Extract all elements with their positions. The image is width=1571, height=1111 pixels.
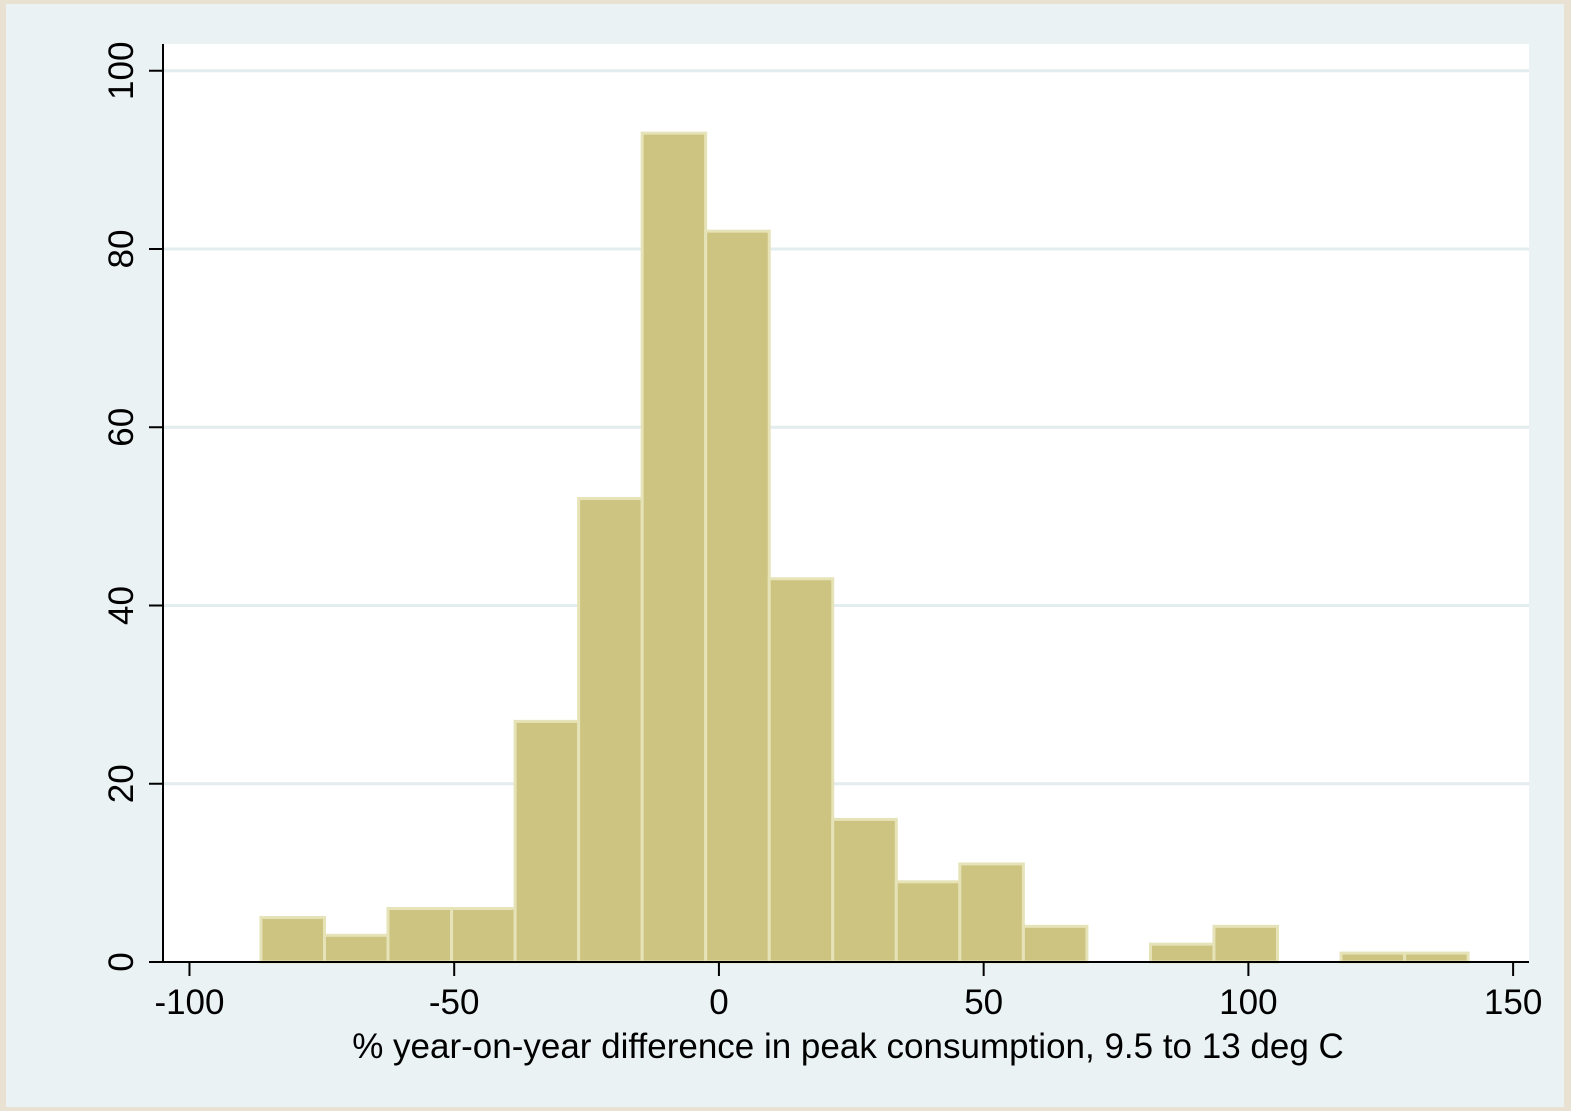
x-tick-label: 150 [1484, 983, 1542, 1022]
x-tick-label: -50 [429, 983, 480, 1022]
histogram-bar [577, 497, 644, 964]
x-axis-title: % year-on-year difference in peak consum… [352, 1027, 1344, 1066]
histogram-bar [1212, 924, 1280, 964]
histogram-bar [1148, 942, 1216, 964]
histogram-bar [450, 907, 517, 964]
histogram-bar [1339, 951, 1407, 964]
histogram-bar [322, 933, 390, 964]
histogram-bar [640, 131, 708, 964]
y-tick-label: 40 [102, 586, 141, 625]
histogram-chart: -100 -50 0 50 100 150 0 20 40 60 80 100 % year-on-… [102, 42, 1542, 1066]
y-tick-label: 100 [102, 42, 141, 100]
histogram-bar [958, 862, 1025, 964]
x-ticks: -100 -50 0 50 100 150 [154, 962, 1542, 1022]
x-tick-label: -100 [154, 983, 224, 1022]
y-tick-label: 0 [102, 952, 141, 971]
gridlines [163, 69, 1529, 786]
y-tick-label: 60 [102, 408, 141, 447]
histogram-bar [513, 719, 581, 964]
histogram-bar [831, 817, 898, 964]
x-tick-label: 100 [1219, 983, 1277, 1022]
histogram-bar [767, 577, 835, 964]
histogram-bar [1021, 924, 1089, 964]
x-tick-label: 50 [964, 983, 1003, 1022]
histogram-bar [894, 880, 962, 964]
histogram-bar [1403, 951, 1470, 964]
histogram-bar [259, 915, 326, 964]
y-tick-label: 20 [102, 764, 141, 803]
plot-area [163, 44, 1529, 962]
x-tick-label: 0 [709, 983, 728, 1022]
histogram-bar [704, 229, 771, 964]
y-tick-label: 80 [102, 230, 141, 269]
chart-frame: -100 -50 0 50 100 150 0 20 40 60 80 100 % year-on-… [6, 4, 1564, 1107]
bars [259, 131, 1470, 964]
y-ticks: 0 20 40 60 80 100 [102, 42, 163, 972]
histogram-bar [386, 907, 454, 964]
